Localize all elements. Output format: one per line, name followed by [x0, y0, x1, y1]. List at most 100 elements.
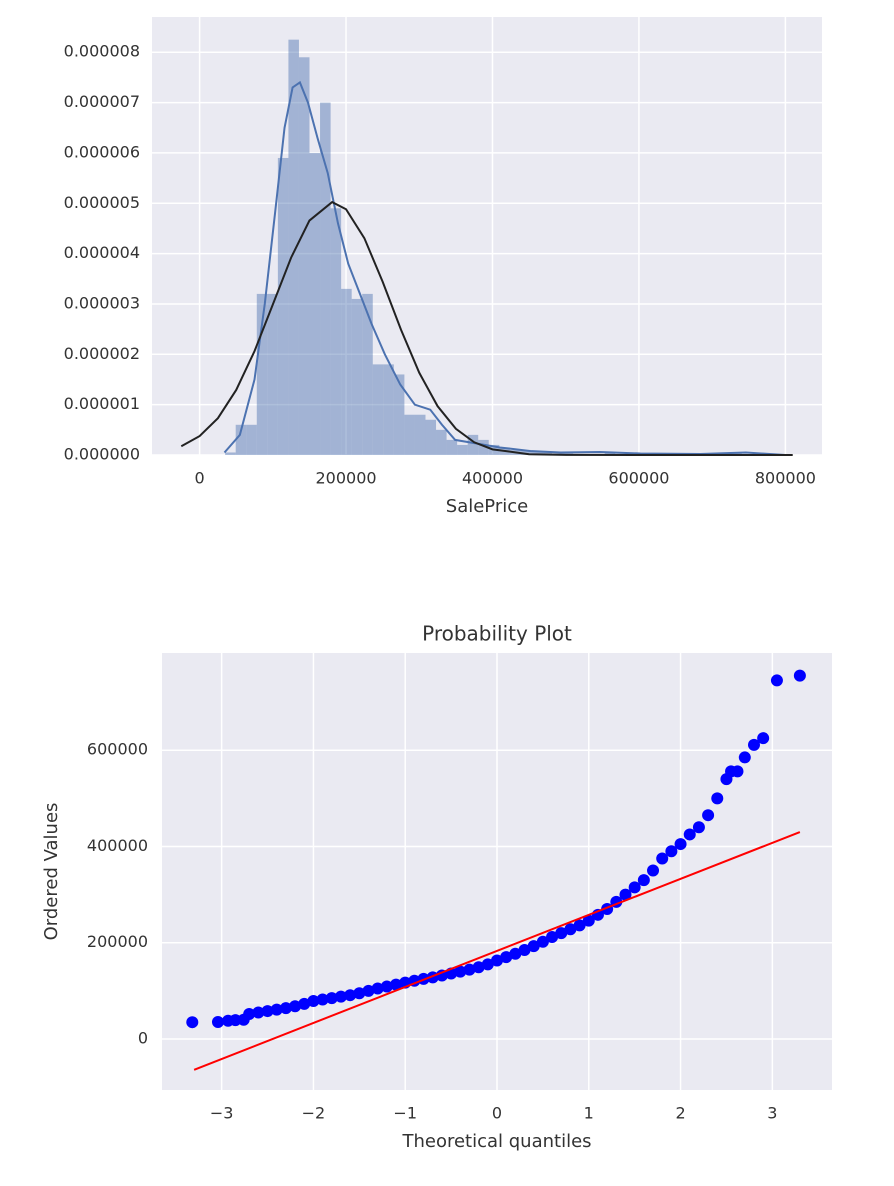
scatter-point [683, 828, 696, 841]
scatter-point [270, 1003, 283, 1016]
y-tick-label: 0.000003 [64, 293, 140, 312]
histogram-bar [277, 157, 289, 455]
y-tick-label: 0.000001 [64, 394, 140, 413]
histogram-bar [530, 451, 542, 455]
x-tick-label: 3 [767, 1104, 777, 1123]
scatter-point [582, 914, 595, 927]
histogram-bar [436, 429, 447, 455]
scatter-point [463, 963, 476, 976]
scatter-point [325, 992, 338, 1005]
x-tick-label: −2 [302, 1104, 326, 1123]
line [223, 80, 786, 456]
y-tick-label: 600000 [87, 740, 148, 759]
x-axis-label: SalePrice [446, 496, 528, 517]
scatter-point [472, 961, 485, 974]
histogram-bar [351, 298, 363, 455]
histogram-bar [604, 452, 616, 455]
histogram-bar [372, 364, 384, 455]
scatter-point [390, 978, 403, 991]
chart-title: Probability Plot [422, 622, 572, 646]
scatter-point [711, 792, 724, 805]
y-tick-label: 0.000000 [64, 445, 140, 464]
y-tick-label: 0.000002 [64, 344, 140, 363]
x-tick-label: 600000 [608, 469, 669, 488]
y-tick-label: 0.000006 [64, 142, 140, 161]
histogram-bar [246, 424, 257, 455]
x-tick-label: 400000 [462, 469, 523, 488]
plot-background [152, 17, 822, 455]
scatter-point [454, 965, 467, 978]
scatter-point [747, 738, 760, 751]
scatter-point [261, 1005, 274, 1018]
scatter-point [289, 1000, 302, 1013]
histogram-bar [520, 449, 531, 455]
scatter-point [509, 947, 522, 960]
scatter-point [491, 954, 503, 967]
x-tick-label: 200000 [316, 469, 377, 488]
histogram-bar [320, 102, 331, 455]
y-tick-label: 0.000005 [64, 193, 140, 212]
scatter-point [307, 994, 320, 1007]
histogram-bar [383, 364, 394, 455]
scatter-point [243, 1007, 256, 1020]
x-tick-label: −3 [210, 1104, 234, 1123]
scatter-point [674, 838, 687, 851]
histogram-bar [404, 414, 415, 455]
scatter-point [353, 987, 366, 1000]
x-tick-label: −1 [393, 1104, 417, 1123]
scatter-point [279, 1002, 292, 1015]
scatter-point [316, 993, 329, 1006]
scatter-point [500, 951, 513, 964]
scatter-point [647, 864, 660, 877]
x-tick-label: 2 [675, 1104, 685, 1123]
scatter-point [481, 958, 494, 971]
scatter-point [738, 751, 751, 764]
scatter-point [527, 940, 540, 953]
histogram-bar [309, 152, 321, 455]
scatter-point [757, 732, 770, 745]
histogram-bar [341, 288, 352, 455]
histogram-bar [362, 293, 373, 455]
y-axis-label: Ordered Values [41, 803, 62, 941]
scatter-point [546, 930, 559, 943]
scatter-point [186, 1016, 199, 1029]
histogram-bar [235, 424, 247, 455]
scatter-point [656, 852, 669, 865]
histogram-bar [288, 39, 299, 455]
scatter-point [619, 888, 632, 901]
scatter-point [252, 1006, 265, 1019]
histogram-bar [414, 414, 426, 455]
scatter-point [770, 674, 783, 687]
histogram-bar [478, 439, 489, 455]
histogram-bar [267, 293, 278, 455]
scatter-point [665, 845, 678, 858]
scatter-point [555, 927, 568, 940]
x-axis-label: Theoretical quantiles [401, 1131, 591, 1152]
histogram-bar [298, 57, 310, 455]
scatter-point [573, 919, 586, 932]
y-tick-label: 0.000008 [64, 42, 140, 61]
x-tick-label: 1 [584, 1104, 594, 1123]
scatter-point [380, 980, 393, 993]
x-tick-label: 0 [195, 469, 205, 488]
scatter-point [793, 669, 806, 682]
histogram-bar [467, 434, 479, 455]
scatter-point [731, 765, 744, 778]
histogram-bar [225, 452, 236, 455]
scatter-point [692, 821, 705, 834]
histogram-bar [393, 374, 405, 455]
scatter-point [435, 969, 448, 982]
y-tick-label: 0.000004 [64, 243, 140, 262]
histogram-bar [446, 439, 458, 455]
line [180, 200, 793, 456]
histogram-bar [425, 419, 437, 455]
scatter-point [362, 984, 375, 997]
y-tick-label: 0.000007 [64, 92, 140, 111]
scatter-point [637, 874, 650, 887]
y-tick-label: 0 [138, 1028, 148, 1047]
line [193, 831, 801, 1071]
scatter-point [344, 989, 357, 1002]
x-tick-label: 800000 [755, 469, 816, 488]
scatter-point [628, 881, 641, 894]
